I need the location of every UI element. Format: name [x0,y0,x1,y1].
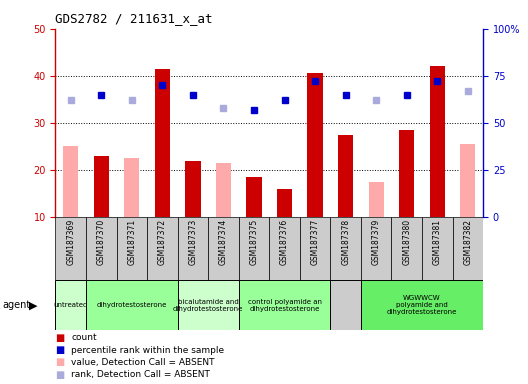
Bar [331,280,361,330]
Bar [338,135,353,217]
Bar [93,156,109,217]
Text: dihydrotestosterone: dihydrotestosterone [97,302,167,308]
Bar [452,217,483,280]
Text: GSM187381: GSM187381 [433,219,442,265]
Text: GSM187371: GSM187371 [127,219,136,265]
Bar [86,280,177,330]
Bar [277,189,292,217]
Text: GSM187379: GSM187379 [372,219,381,265]
Bar [216,163,231,217]
Text: GSM187369: GSM187369 [66,219,75,265]
Text: GSM187382: GSM187382 [464,219,473,265]
Text: GSM187378: GSM187378 [341,219,350,265]
Text: rank, Detection Call = ABSENT: rank, Detection Call = ABSENT [71,370,210,379]
Bar [239,280,331,330]
Bar [399,130,414,217]
Bar [86,217,117,280]
Text: control polyamide an
dihydrotestosterone: control polyamide an dihydrotestosterone [248,299,322,312]
Bar [369,182,384,217]
Text: bicalutamide and
dihydrotestosterone: bicalutamide and dihydrotestosterone [173,299,243,312]
Text: value, Detection Call = ABSENT: value, Detection Call = ABSENT [71,358,215,367]
Bar [208,217,239,280]
Text: percentile rank within the sample: percentile rank within the sample [71,346,224,355]
Text: GSM187376: GSM187376 [280,219,289,265]
Text: ▶: ▶ [29,300,37,310]
Text: GSM187375: GSM187375 [250,219,259,265]
Text: GDS2782 / 211631_x_at: GDS2782 / 211631_x_at [55,12,213,25]
Bar [331,217,361,280]
Text: WGWWCW
polyamide and
dihydrotestosterone: WGWWCW polyamide and dihydrotestosterone [387,295,457,315]
Text: GSM187377: GSM187377 [310,219,319,265]
Bar [239,217,269,280]
Bar [269,217,300,280]
Bar [247,177,262,217]
Text: ■: ■ [55,358,65,367]
Bar [460,144,476,217]
Text: GSM187373: GSM187373 [188,219,197,265]
Bar [63,146,78,217]
Bar [155,69,170,217]
Text: GSM187374: GSM187374 [219,219,228,265]
Bar [300,217,331,280]
Bar [147,217,177,280]
Text: untreated: untreated [53,302,88,308]
Bar [361,217,391,280]
Bar [124,158,139,217]
Bar [422,217,452,280]
Bar [307,73,323,217]
Bar [391,217,422,280]
Bar [117,217,147,280]
Text: GSM187380: GSM187380 [402,219,411,265]
Bar [55,217,86,280]
Bar [177,280,239,330]
Text: count: count [71,333,97,343]
Text: GSM187372: GSM187372 [158,219,167,265]
Bar [185,161,201,217]
Bar [177,217,208,280]
Bar [430,66,445,217]
Text: ■: ■ [55,345,65,355]
Text: GSM187370: GSM187370 [97,219,106,265]
Bar [361,280,483,330]
Bar [55,280,86,330]
Text: agent: agent [3,300,31,310]
Text: ■: ■ [55,370,65,380]
Text: ■: ■ [55,333,65,343]
